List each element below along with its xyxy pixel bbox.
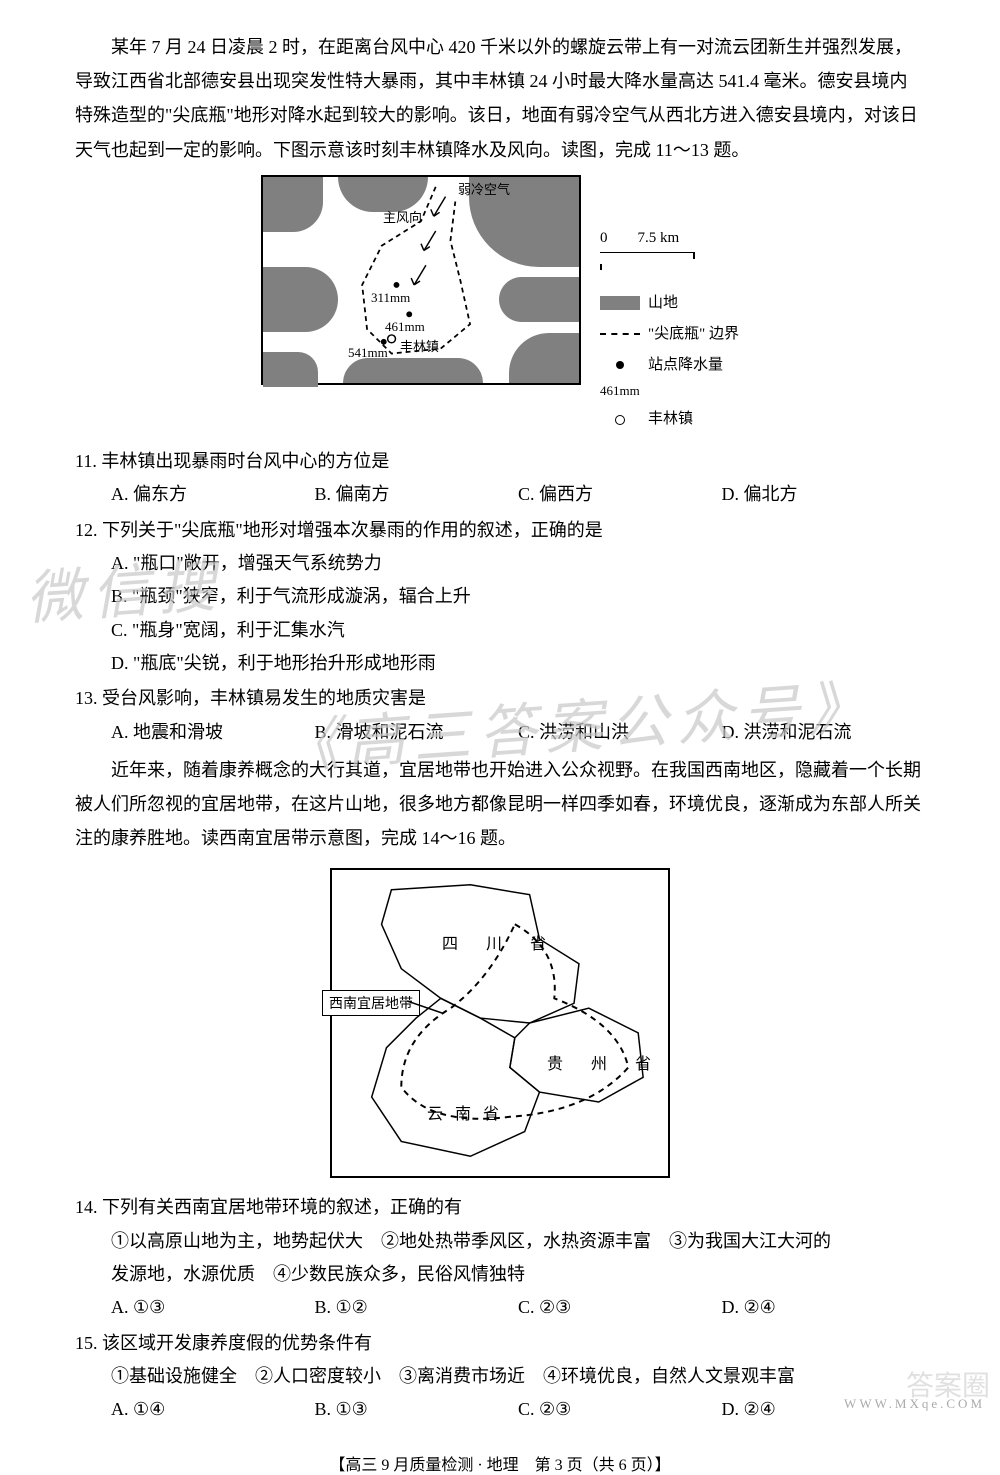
q15-option-a: A. ①④	[111, 1393, 315, 1426]
fig1-label-main-wind: 主风向	[383, 207, 422, 226]
fig1-label-311: 311mm	[371, 290, 410, 306]
question-11: 11. 丰林镇出现暴雨时台风中心的方位是 A. 偏东方 B. 偏南方 C. 偏西…	[75, 445, 925, 512]
legend-boundary-label: "尖底瓶" 边界	[648, 321, 739, 348]
q14-stem: 14. 下列有关西南宜居地带环境的叙述，正确的有	[75, 1191, 925, 1224]
fig1-label-461: 461mm	[385, 319, 425, 335]
legend-town-label: 丰林镇	[648, 406, 693, 433]
legend-mountain-label: 山地	[648, 290, 678, 317]
figure-1-legend: 0 7.5 km 山地 "尖底瓶" 边界 站点降水量 461mm 丰林镇	[600, 175, 739, 437]
q12-stem: 12. 下列关于"尖底瓶"地形对增强本次暴雨的作用的叙述，正确的是	[75, 514, 925, 547]
legend-scale: 0 7.5 km	[600, 225, 679, 252]
q14-statements-1: ①以高原山地为主，地势起伏大 ②地处热带季风区，水热资源丰富 ③为我国大江大河的	[75, 1225, 925, 1258]
q13-option-c: C. 洪涝和山洪	[518, 716, 722, 749]
q14-option-a: A. ①③	[111, 1291, 315, 1324]
fig1-label-cold-air: 弱冷空气	[458, 179, 510, 198]
q12-option-a: A. "瓶口"敞开，增强天气系统势力	[75, 547, 925, 580]
q14-option-d: D. ②④	[722, 1291, 926, 1324]
q14-option-b: B. ①②	[315, 1291, 519, 1324]
legend-station-label: 站点降水量	[648, 352, 723, 379]
q11-option-b: B. 偏南方	[315, 478, 519, 511]
legend-mountain-icon	[600, 296, 640, 310]
figure-1-container: 弱冷空气 主风向 311mm 461mm 541mm 丰林镇 0 7.5 km …	[75, 175, 925, 437]
q15-statements-1: ①基础设施健全 ②人口密度较小 ③离消费市场近 ④环境优良，自然人文景观丰富	[75, 1360, 925, 1393]
q12-option-c: C. "瓶身"宽阔，利于汇集水汽	[75, 614, 925, 647]
q15-option-c: C. ②③	[518, 1393, 722, 1426]
q11-option-d: D. 偏北方	[722, 478, 926, 511]
intro-paragraph: 某年 7 月 24 日凌晨 2 时，在距离台风中心 420 千米以外的螺旋云带上…	[75, 30, 925, 167]
q13-option-d: D. 洪涝和泥石流	[722, 716, 926, 749]
q12-option-b: B. "瓶颈"狭窄，利于气流形成漩涡，辐合上升	[75, 580, 925, 613]
page-footer: 【高三 9 月质量检测 · 地理 第 3 页（共 6 页）】	[75, 1451, 925, 1475]
figure-1-map: 弱冷空气 主风向 311mm 461mm 541mm 丰林镇	[261, 175, 581, 385]
fig2-yunnan: 云 南 省	[427, 1100, 503, 1124]
q13-option-b: B. 滑坡和泥石流	[315, 716, 519, 749]
legend-dot-icon	[616, 361, 624, 369]
fig1-label-541: 541mm	[348, 345, 388, 361]
q15-option-b: B. ①③	[315, 1393, 519, 1426]
q13-stem: 13. 受台风影响，丰林镇易发生的地质灾害是	[75, 682, 925, 715]
passage-2: 近年来，随着康养概念的大行其道，宜居地带也开始进入公众视野。在我国西南地区，隐藏…	[75, 753, 925, 856]
question-13: 13. 受台风影响，丰林镇易发生的地质灾害是 A. 地震和滑坡 B. 滑坡和泥石…	[75, 682, 925, 749]
figure-2-container: 四 川 省 贵 州 省 云 南 省 西南宜居地带	[75, 863, 925, 1183]
corner-url-watermark: WWW.MXqe.COM	[844, 1396, 985, 1412]
q14-statements-2: 发源地，水源优质 ④少数民族众多，民俗风情独特	[75, 1258, 925, 1291]
question-15: 15. 该区域开发康养度假的优势条件有 ①基础设施健全 ②人口密度较小 ③离消费…	[75, 1327, 925, 1427]
figure-2-map: 四 川 省 贵 州 省 云 南 省 西南宜居地带	[330, 868, 670, 1178]
q14-option-c: C. ②③	[518, 1291, 722, 1324]
fig1-label-town: 丰林镇	[400, 336, 439, 355]
question-12: 12. 下列关于"尖底瓶"地形对增强本次暴雨的作用的叙述，正确的是 A. "瓶口…	[75, 514, 925, 680]
q11-option-a: A. 偏东方	[111, 478, 315, 511]
legend-circle-icon	[615, 415, 625, 425]
q13-option-a: A. 地震和滑坡	[111, 716, 315, 749]
legend-station-val: 461mm	[600, 379, 640, 402]
q11-option-c: C. 偏西方	[518, 478, 722, 511]
legend-dash-icon	[600, 333, 640, 335]
fig2-label-box: 西南宜居地带	[322, 990, 420, 1016]
q12-option-d: D. "瓶底"尖锐，利于地形抬升形成地形雨	[75, 647, 925, 680]
fig2-sichuan: 四 川 省	[442, 930, 552, 954]
q11-stem: 11. 丰林镇出现暴雨时台风中心的方位是	[75, 445, 925, 478]
fig2-guizhou: 贵 州 省	[547, 1050, 657, 1074]
q15-stem: 15. 该区域开发康养度假的优势条件有	[75, 1327, 925, 1360]
question-14: 14. 下列有关西南宜居地带环境的叙述，正确的有 ①以高原山地为主，地势起伏大 …	[75, 1191, 925, 1324]
